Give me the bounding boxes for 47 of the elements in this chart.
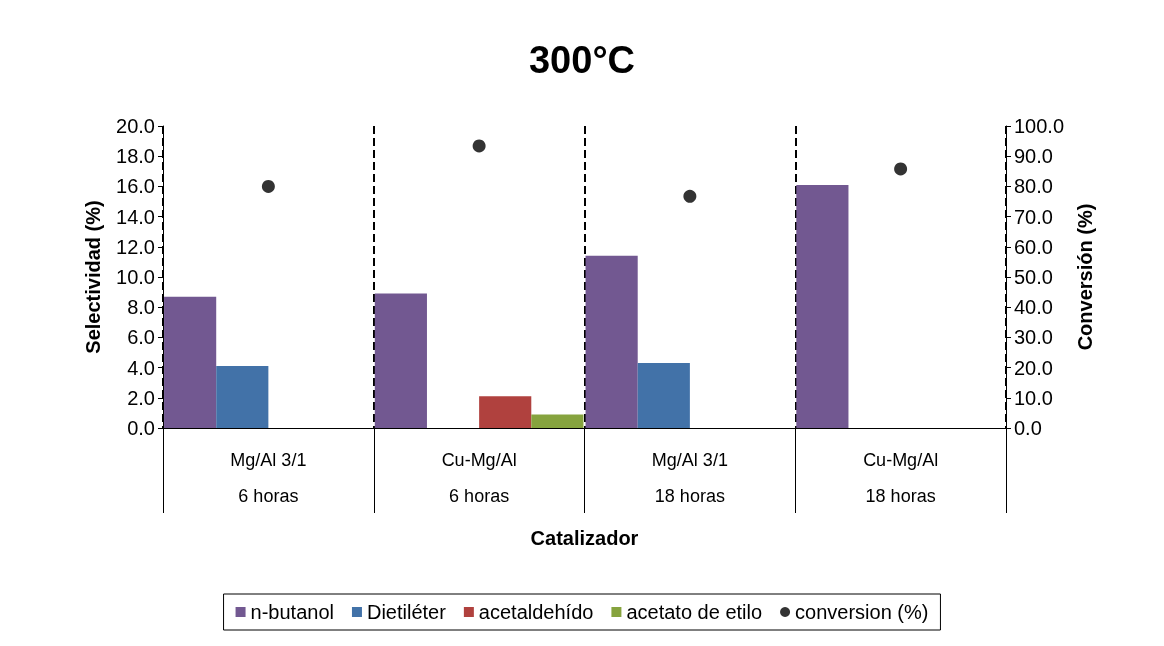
y-tick-label: 12.0 — [116, 235, 155, 258]
x-tick-label: Mg/Al 3/1 18 horas — [651, 450, 728, 506]
bar — [585, 255, 638, 428]
y2-tick-label: 70.0 — [1014, 205, 1053, 228]
bar — [796, 184, 849, 428]
y2-tick-label: 0.0 — [1014, 417, 1042, 439]
y-tick-label: 10.0 — [116, 266, 155, 288]
chart-title: 300°C — [528, 39, 636, 81]
y2-tick-label: 20.0 — [1014, 356, 1053, 379]
y2-tick-label: 80.0 — [1014, 175, 1053, 198]
point — [472, 139, 486, 153]
y-tick-label: 8.0 — [127, 296, 155, 319]
y2-tick-label: 30.0 — [1014, 326, 1053, 349]
y2-tick-label: 40.0 — [1014, 296, 1053, 319]
legend-label: acetato de etilo — [626, 601, 763, 623]
legend-label: n-butanol — [250, 601, 334, 623]
bar — [164, 296, 217, 428]
x-tick-label: Mg/Al 3/1 6 horas — [230, 450, 307, 506]
bar — [637, 363, 690, 428]
y2-tick-label: 60.0 — [1014, 235, 1053, 258]
y2-tick-label: 100.0 — [1014, 115, 1065, 137]
y2-axis-title: Conversión (%) — [1073, 203, 1096, 351]
y-axis-title: Selectividad (%) — [82, 200, 104, 354]
point — [683, 189, 697, 203]
bar — [216, 366, 269, 428]
legend-label: Dietiléter — [366, 601, 447, 623]
bar — [374, 293, 427, 428]
y2-tick-label: 90.0 — [1014, 145, 1053, 168]
legend-label: acetaldehído — [478, 601, 594, 623]
y-tick-label: 0.0 — [127, 417, 155, 439]
x-tick-label: Cu-Mg/Al 6 horas — [441, 450, 517, 506]
y2-tick-label: 50.0 — [1014, 266, 1053, 288]
x-axis-title: Catalizador — [530, 527, 639, 549]
bar — [531, 414, 584, 428]
y-tick-label: 20.0 — [116, 115, 155, 137]
y-tick-label: 4.0 — [127, 356, 155, 379]
point — [894, 162, 908, 176]
y-tick-label: 6.0 — [127, 326, 155, 349]
y-tick-label: 18.0 — [116, 145, 155, 168]
y-tick-label: 2.0 — [127, 386, 155, 409]
point — [261, 179, 275, 193]
y-tick-label: 14.0 — [116, 205, 155, 228]
legend-label: conversion (%) — [795, 601, 929, 623]
y2-tick-label: 10.0 — [1014, 386, 1053, 409]
x-tick-label: Cu-Mg/Al 18 horas — [863, 450, 939, 506]
y-tick-label: 16.0 — [116, 175, 155, 198]
bar — [479, 396, 532, 428]
